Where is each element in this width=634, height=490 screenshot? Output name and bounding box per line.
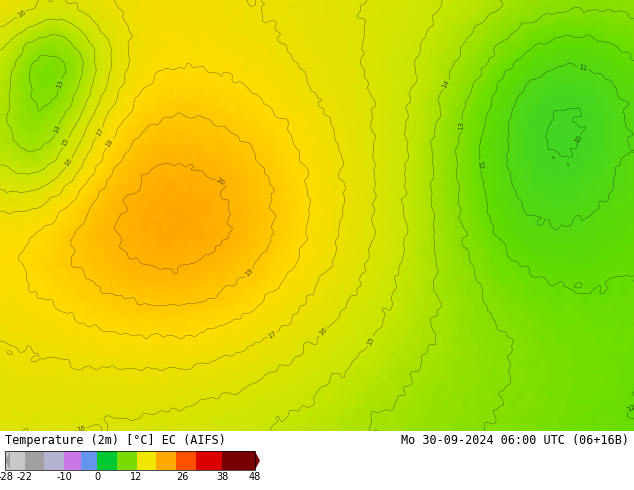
Text: 19: 19 xyxy=(244,268,255,278)
Text: 12: 12 xyxy=(476,161,484,171)
Text: 15: 15 xyxy=(61,137,70,147)
Text: 16: 16 xyxy=(16,9,27,19)
Text: 26: 26 xyxy=(176,472,189,482)
Bar xyxy=(64,451,81,470)
Bar xyxy=(5,451,255,470)
Text: 20: 20 xyxy=(215,177,226,187)
Text: 12: 12 xyxy=(626,404,634,413)
Bar xyxy=(117,451,136,470)
Text: 17: 17 xyxy=(267,330,278,340)
Polygon shape xyxy=(5,451,10,470)
Bar xyxy=(97,451,117,470)
Bar xyxy=(196,451,222,470)
Text: 16: 16 xyxy=(63,157,74,168)
Text: Temperature (2m) [°C] EC (AIFS): Temperature (2m) [°C] EC (AIFS) xyxy=(5,434,226,447)
Text: -22: -22 xyxy=(16,472,33,482)
Bar xyxy=(136,451,157,470)
Bar xyxy=(81,451,97,470)
Text: Mo 30-09-2024 06:00 UTC (06+16B): Mo 30-09-2024 06:00 UTC (06+16B) xyxy=(401,434,629,447)
Text: 48: 48 xyxy=(249,472,261,482)
Bar xyxy=(157,451,176,470)
Bar xyxy=(176,451,196,470)
Bar xyxy=(222,451,255,470)
Bar xyxy=(5,451,25,470)
Text: 13: 13 xyxy=(56,79,65,90)
Text: 18: 18 xyxy=(105,138,115,149)
Bar xyxy=(44,451,64,470)
Polygon shape xyxy=(255,451,260,470)
Text: 16: 16 xyxy=(317,327,328,337)
Bar xyxy=(25,451,44,470)
Text: 14: 14 xyxy=(441,79,451,90)
Text: 16: 16 xyxy=(76,425,86,433)
Text: 11: 11 xyxy=(578,64,588,72)
Text: 38: 38 xyxy=(216,472,228,482)
Text: 0: 0 xyxy=(94,472,100,482)
Text: 12: 12 xyxy=(131,472,143,482)
Text: -28: -28 xyxy=(0,472,13,482)
Text: 15: 15 xyxy=(366,336,375,346)
Text: 10: 10 xyxy=(573,134,583,145)
Text: 14: 14 xyxy=(53,124,61,135)
Text: 17: 17 xyxy=(95,127,105,138)
Text: -10: -10 xyxy=(56,472,72,482)
Text: 13: 13 xyxy=(458,121,465,130)
